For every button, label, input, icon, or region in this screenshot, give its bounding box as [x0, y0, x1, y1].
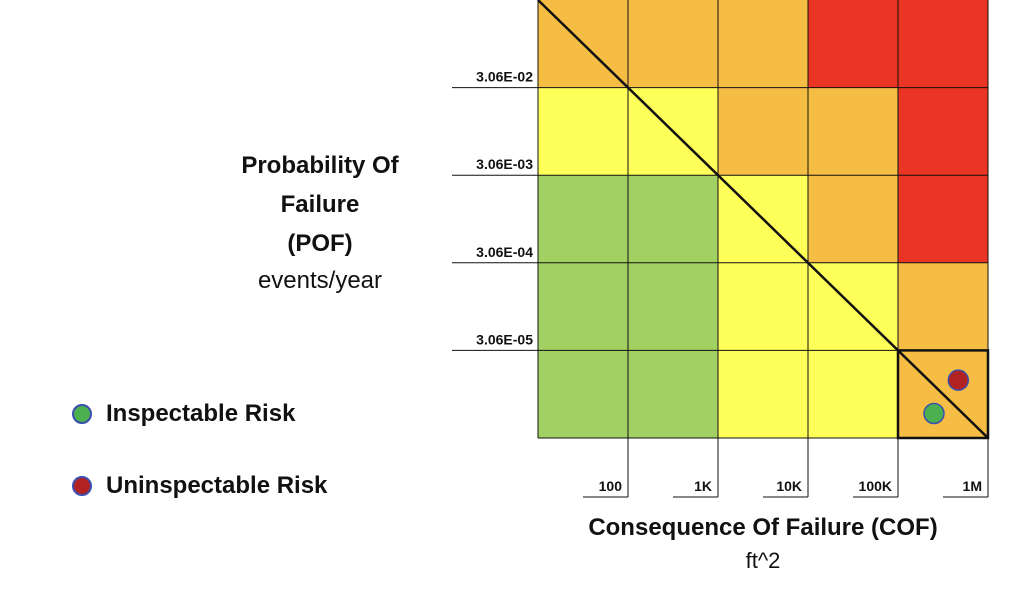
y-axis-label: Probability Of Failure (POF) events/year	[200, 146, 440, 299]
risk-cell-r4-c0	[538, 350, 628, 438]
grid-lines	[537, 0, 990, 440]
risk-cell-r2-c0	[538, 175, 628, 263]
risk-cell-r0-c4	[898, 0, 988, 88]
inspectable-risk-point	[923, 402, 945, 425]
risk-cell-r2-c1	[628, 175, 718, 263]
risk-cell-r4-c2	[718, 350, 808, 438]
x-axis-unit: ft^2	[745, 548, 781, 573]
highlighted-cell-border	[896, 349, 990, 440]
x-tick-label: 10K	[776, 478, 802, 494]
y-tick-label: 3.06E-05	[476, 331, 533, 347]
risk-cell-r1-c4	[898, 87, 988, 176]
risk-cell-r1-c0	[538, 87, 628, 176]
x-tick-label: 100	[599, 478, 623, 494]
risk-diagonal-line	[537, 0, 989, 439]
x-tick-label: 1M	[963, 478, 982, 494]
x-axis-label: Consequence Of Failure (COF)	[588, 514, 938, 541]
y-tick-label: 3.06E-03	[476, 156, 533, 172]
legend-label-uninspectable: Uninspectable Risk	[106, 472, 328, 499]
risk-cell-r3-c4	[898, 262, 988, 351]
x-tick-label: 1K	[694, 478, 712, 494]
risk-cell-r4-c1	[628, 350, 718, 438]
uninspectable-risk-point	[947, 369, 970, 391]
risk-cell-r2-c4	[898, 175, 988, 263]
risk-cell-r1-c2	[718, 87, 808, 176]
risk-cell-r0-c2	[718, 0, 808, 88]
risk-cell-r0-c1	[628, 0, 718, 88]
risk-cell-r2-c3	[808, 175, 898, 263]
uninspectable-risk-dot-icon	[72, 476, 92, 496]
risk-cell-r1-c3	[808, 87, 898, 176]
y-axis-unit: events/year	[257, 267, 383, 294]
inspectable-risk-dot-icon	[72, 404, 92, 424]
x-axis-label-block: Consequence Of Failure (COF) ft^2	[538, 510, 988, 576]
risk-cell-r3-c2	[718, 262, 808, 351]
x-tick-label: 100K	[859, 478, 892, 494]
legend-item-uninspectable: Uninspectable Risk	[72, 450, 327, 522]
legend-label-inspectable: Inspectable Risk	[106, 400, 296, 427]
risk-points	[923, 369, 970, 425]
risk-cell-r3-c0	[538, 262, 628, 351]
risk-cell-r0-c3	[808, 0, 898, 88]
y-tick-label: 3.06E-04	[476, 244, 533, 260]
legend-item-inspectable: Inspectable Risk	[72, 378, 327, 450]
axis-ticks: 3.06E-02 3.06E-03 3.06E-04 3.06E-05 100 1K 10K…	[452, 69, 989, 498]
y-axis-label-line-2: Failure	[280, 191, 360, 218]
risk-cell-r4-c3	[808, 350, 898, 438]
risk-cell-r3-c1	[628, 262, 718, 351]
legend: Inspectable Risk Uninspectable Risk	[72, 378, 327, 522]
y-tick-label: 3.06E-02	[476, 69, 533, 85]
y-axis-label-line-1: Probability Of	[241, 152, 399, 179]
y-axis-label-line-3: (POF)	[287, 230, 353, 257]
